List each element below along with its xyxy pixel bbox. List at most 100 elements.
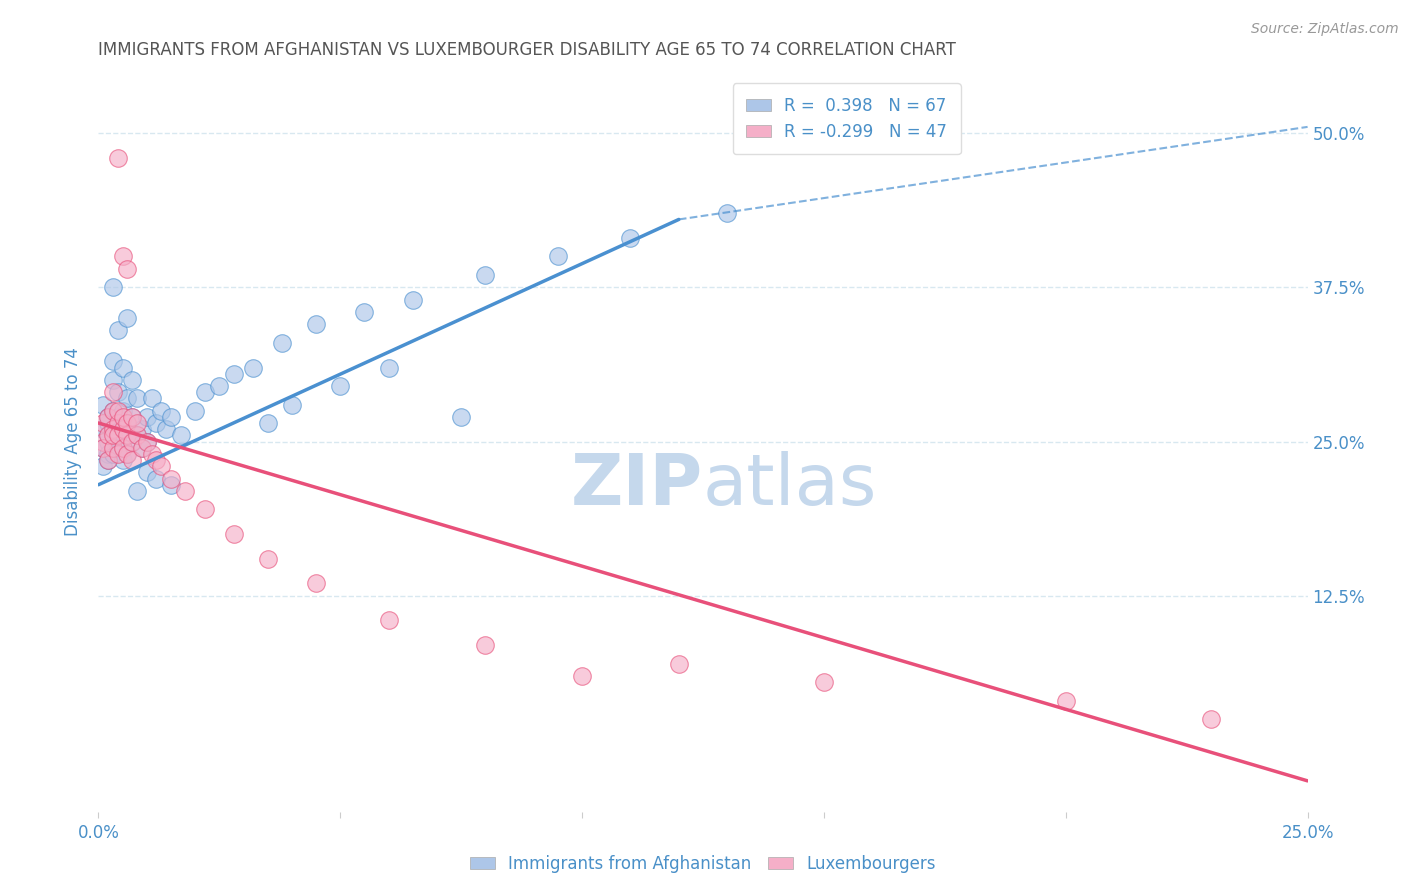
Point [135, 409, 157, 424]
Point [107, 447, 129, 461]
Point [141, 392, 163, 406]
Text: ZIP: ZIP [571, 451, 703, 520]
Point [571, 669, 593, 683]
Point [121, 453, 143, 467]
Point [97, 409, 120, 424]
Point [117, 428, 139, 442]
Point [97, 428, 120, 442]
Point [107, 324, 129, 338]
Point [135, 434, 157, 449]
Point [101, 403, 124, 417]
Point [194, 502, 217, 516]
Point [160, 472, 183, 486]
Point [121, 409, 143, 424]
Point [101, 403, 124, 417]
Point [121, 434, 143, 449]
Point [117, 447, 139, 461]
Point [160, 477, 183, 491]
Point [107, 385, 129, 400]
Point [150, 403, 173, 417]
Point [91, 459, 114, 474]
Point [281, 398, 304, 412]
Text: Source: ZipAtlas.com: Source: ZipAtlas.com [1251, 22, 1399, 37]
Point [127, 428, 149, 442]
Point [111, 403, 134, 417]
Point [91, 398, 114, 412]
Text: IMMIGRANTS FROM AFGHANISTAN VS LUXEMBOURGER DISABILITY AGE 65 TO 74 CORRELATION : IMMIGRANTS FROM AFGHANISTAN VS LUXEMBOUR… [98, 41, 956, 59]
Point [145, 472, 167, 486]
Legend: R =  0.398   N = 67, R = -0.299   N = 47: R = 0.398 N = 67, R = -0.299 N = 47 [733, 83, 960, 154]
Point [402, 293, 425, 307]
Point [91, 441, 114, 455]
Point [377, 614, 399, 628]
Point [547, 250, 569, 264]
Point [127, 416, 149, 430]
Point [91, 434, 114, 449]
Point [131, 441, 153, 455]
Point [101, 385, 124, 400]
Point [305, 318, 328, 332]
Point [111, 422, 134, 436]
Point [141, 447, 163, 461]
Point [107, 428, 129, 442]
Point [222, 367, 245, 381]
Point [242, 360, 264, 375]
Point [305, 576, 328, 591]
Point [117, 447, 139, 461]
Point [184, 403, 207, 417]
Point [101, 354, 124, 368]
Point [107, 428, 129, 442]
Point [107, 151, 129, 165]
Point [208, 379, 231, 393]
Point [145, 416, 167, 430]
Point [1199, 712, 1222, 726]
Point [813, 675, 835, 690]
Point [1054, 694, 1077, 708]
Point [107, 409, 129, 424]
Point [117, 311, 139, 326]
Point [145, 453, 167, 467]
Point [353, 305, 375, 319]
Point [194, 385, 217, 400]
Point [101, 280, 124, 294]
Point [97, 434, 120, 449]
Point [111, 360, 134, 375]
Point [101, 441, 124, 455]
Point [135, 466, 157, 480]
Legend: Immigrants from Afghanistan, Luxembourgers: Immigrants from Afghanistan, Luxembourge… [464, 848, 942, 880]
Point [450, 409, 472, 424]
Point [111, 441, 134, 455]
Point [256, 416, 278, 430]
Point [101, 447, 124, 461]
Point [329, 379, 352, 393]
Point [127, 483, 149, 498]
Point [127, 428, 149, 442]
Point [101, 373, 124, 387]
Point [111, 441, 134, 455]
Point [160, 409, 183, 424]
Point [111, 453, 134, 467]
Point [97, 428, 120, 442]
Point [117, 416, 139, 430]
Point [474, 638, 496, 652]
Point [91, 441, 114, 455]
Point [121, 434, 143, 449]
Point [117, 392, 139, 406]
Point [101, 428, 124, 442]
Point [107, 416, 129, 430]
Point [169, 428, 191, 442]
Point [111, 409, 134, 424]
Point [121, 409, 143, 424]
Point [101, 422, 124, 436]
Point [174, 483, 197, 498]
Point [97, 409, 120, 424]
Point [155, 422, 177, 436]
Point [107, 441, 129, 455]
Point [121, 373, 143, 387]
Point [619, 231, 641, 245]
Point [97, 447, 120, 461]
Point [101, 422, 124, 436]
Point [91, 422, 114, 436]
Point [135, 434, 157, 449]
Point [107, 403, 129, 417]
